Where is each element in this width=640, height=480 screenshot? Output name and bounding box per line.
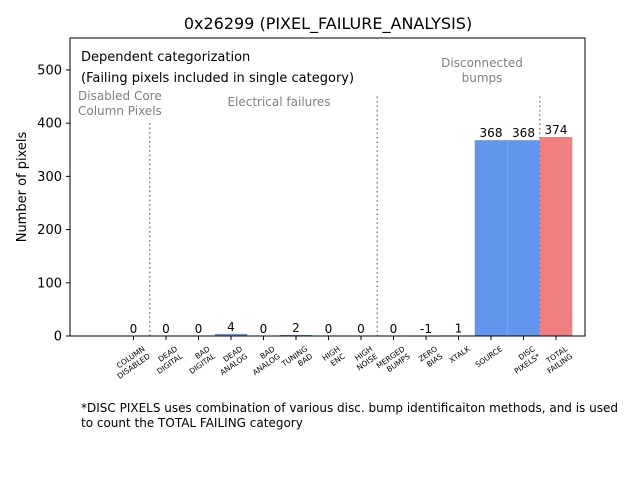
- bar-12: [507, 140, 540, 336]
- x-tick-label-12: DISCPIXELS*: [507, 344, 542, 376]
- data-label-6: 0: [325, 322, 333, 336]
- x-tick-label-10: XTALK: [447, 344, 472, 365]
- header-line-2: (Failing pixels included in single categ…: [81, 71, 354, 86]
- y-axis-label: Number of pixels: [15, 131, 30, 242]
- x-tick-label-3: DEADANALOG: [213, 344, 249, 377]
- x-tick-label-8: MERGEDBUMPS: [375, 344, 412, 378]
- group-label-disabled-line-2: Column Pixels: [78, 104, 162, 118]
- group-label-disabled-line-1: Disabled Core: [78, 89, 162, 103]
- data-label-4: 0: [260, 322, 268, 336]
- x-tick-label-9: ZEROBIAS: [417, 344, 445, 371]
- y-axis: 0 100 200 300 400 500: [37, 63, 70, 345]
- data-label-10: 1: [455, 321, 463, 335]
- group-label-electrical: Electrical failures: [227, 95, 330, 109]
- y-tick-label-0: 0: [54, 330, 62, 345]
- x-tick-label-6: HIGHENC: [321, 344, 347, 370]
- group-label-disconnected-line-2: bumps: [462, 71, 503, 85]
- chart-title: 0x26299 (PIXEL_FAILURE_ANALYSIS): [184, 14, 472, 34]
- data-label-9: -1: [420, 322, 432, 336]
- y-tick-label-1: 100: [37, 276, 62, 291]
- bar-11: [474, 140, 508, 336]
- x-tick-label-13: TOTALFAILING: [540, 344, 575, 376]
- y-tick-label-5: 500: [37, 63, 62, 78]
- data-label-7: 0: [357, 322, 365, 336]
- x-axis: COLUMNDISABLED DEADDIGITAL BADDIGITAL DEADA…: [110, 336, 575, 381]
- x-tick-label-0: COLUMNDISABLED: [110, 344, 152, 381]
- x-tick-label-11: SOURCE: [474, 344, 505, 369]
- footnote: *DISC PIXELS uses combination of various…: [81, 401, 618, 430]
- x-tick-label-2: BADDIGITAL: [182, 344, 217, 376]
- data-label-1: 0: [162, 322, 170, 336]
- x-tick-label-1: DEADDIGITAL: [150, 344, 185, 376]
- plot-frame: [69, 37, 586, 337]
- y-tick-label-2: 200: [37, 223, 62, 238]
- y-tick-label-3: 300: [37, 170, 62, 185]
- bar-3: [214, 333, 248, 336]
- y-tick-label-4: 400: [37, 117, 62, 132]
- data-label-11: 368: [480, 126, 503, 140]
- bars-group: [214, 136, 573, 337]
- bar-13: [539, 136, 573, 336]
- annotations-group: Dependent categorization (Failing pixels…: [78, 50, 523, 118]
- data-label-13: 374: [545, 123, 568, 137]
- x-tick-label-7: HIGHNOISE: [350, 344, 380, 372]
- group-label-disconnected-line-1: Disconnected: [441, 56, 523, 70]
- header-line-1: Dependent categorization: [81, 50, 250, 65]
- data-labels-group: 0 0 0 4 0 2 0 0 0 -1 1 368 368 374: [130, 123, 568, 336]
- axes-group: [69, 37, 586, 337]
- data-label-3: 4: [227, 320, 235, 334]
- data-label-8: 0: [390, 322, 398, 336]
- bar-5: [279, 334, 313, 336]
- data-label-5: 2: [292, 321, 300, 335]
- data-label-2: 0: [195, 322, 203, 336]
- data-label-12: 368: [512, 126, 535, 140]
- x-tick-label-5: TUNINGBAD: [279, 344, 314, 376]
- data-label-0: 0: [130, 322, 138, 336]
- x-tick-label-4: BADANALOG: [246, 344, 282, 377]
